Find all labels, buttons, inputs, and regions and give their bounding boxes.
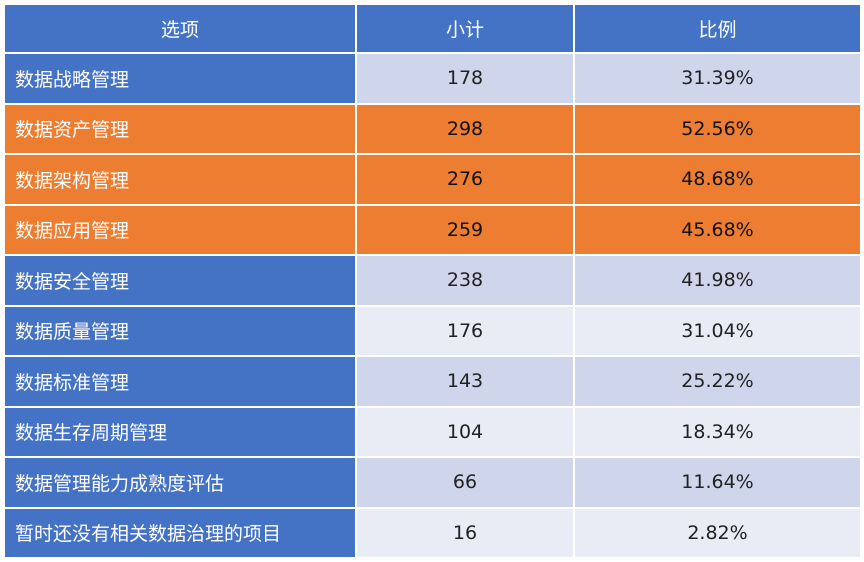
option-cell: 数据安全管理	[5, 256, 355, 305]
ratio-cell: 31.39%	[575, 54, 860, 103]
count-cell: 104	[357, 407, 573, 456]
table-row: 数据生存周期管理 104 18.34%	[5, 407, 860, 456]
option-cell: 数据管理能力成熟度评估	[5, 458, 355, 507]
table-row: 数据管理能力成熟度评估 66 11.64%	[5, 458, 860, 507]
table-row: 暂时还没有相关数据治理的项目 16 2.82%	[5, 508, 860, 557]
header-count: 小计	[357, 5, 573, 52]
ratio-cell: 41.98%	[575, 256, 860, 305]
option-cell: 数据资产管理	[5, 104, 355, 153]
table-row: 数据战略管理 178 31.39%	[5, 54, 860, 103]
table-row: 数据架构管理 276 48.68%	[5, 155, 860, 204]
ratio-cell: 18.34%	[575, 407, 860, 456]
survey-table: 选项 小计 比例 数据战略管理 178 31.39% 数据资产管理 298 52.56% 数…	[3, 3, 862, 559]
table-row: 数据质量管理 176 31.04%	[5, 306, 860, 355]
count-cell: 276	[357, 155, 573, 204]
table-row: 数据资产管理 298 52.56%	[5, 104, 860, 153]
count-cell: 176	[357, 306, 573, 355]
header-option: 选项	[5, 5, 355, 52]
count-cell: 178	[357, 54, 573, 103]
count-cell: 16	[357, 508, 573, 557]
count-cell: 238	[357, 256, 573, 305]
option-cell: 数据架构管理	[5, 155, 355, 204]
table-row: 数据安全管理 238 41.98%	[5, 256, 860, 305]
table-row: 数据标准管理 143 25.22%	[5, 357, 860, 406]
option-cell: 数据质量管理	[5, 306, 355, 355]
option-cell: 暂时还没有相关数据治理的项目	[5, 508, 355, 557]
ratio-cell: 52.56%	[575, 104, 860, 153]
ratio-cell: 45.68%	[575, 205, 860, 254]
count-cell: 66	[357, 458, 573, 507]
ratio-cell: 11.64%	[575, 458, 860, 507]
count-cell: 259	[357, 205, 573, 254]
count-cell: 143	[357, 357, 573, 406]
ratio-cell: 25.22%	[575, 357, 860, 406]
option-cell: 数据应用管理	[5, 205, 355, 254]
header-ratio: 比例	[575, 5, 860, 52]
option-cell: 数据生存周期管理	[5, 407, 355, 456]
ratio-cell: 2.82%	[575, 508, 860, 557]
count-cell: 298	[357, 104, 573, 153]
ratio-cell: 48.68%	[575, 155, 860, 204]
table-row: 数据应用管理 259 45.68%	[5, 205, 860, 254]
option-cell: 数据战略管理	[5, 54, 355, 103]
header-row: 选项 小计 比例	[5, 5, 860, 52]
ratio-cell: 31.04%	[575, 306, 860, 355]
option-cell: 数据标准管理	[5, 357, 355, 406]
